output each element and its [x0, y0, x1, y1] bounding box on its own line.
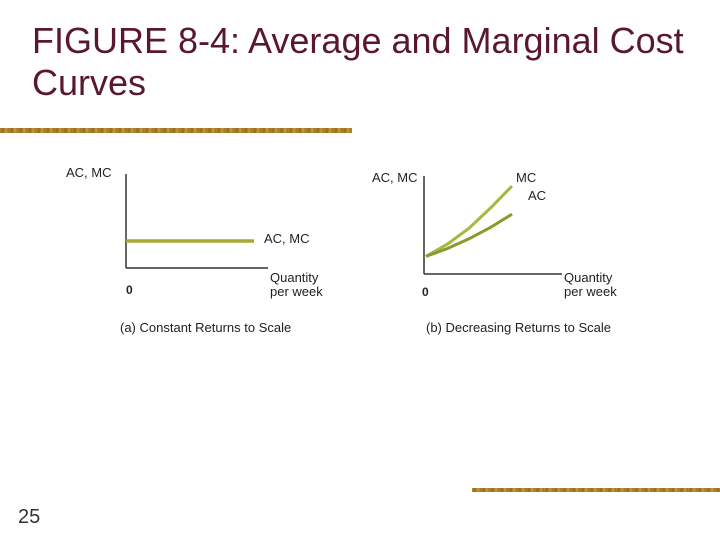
panel-b-y-axis-label: AC, MC [372, 170, 418, 185]
panel-a: AC, MC AC, MC 0 Quantity per week (a) Co… [66, 165, 323, 335]
panel-a-y-axis-label: AC, MC [66, 165, 112, 180]
slide-title: FIGURE 8-4: Average and Marginal Cost Cu… [32, 20, 684, 103]
panel-b-series-mc-label: MC [516, 170, 536, 185]
panel-a-caption: (a) Constant Returns to Scale [120, 320, 291, 335]
panel-a-series-label: AC, MC [264, 231, 310, 246]
title-underline-rule [0, 128, 352, 133]
panel-b-x-axis-label-line1: Quantity [564, 270, 613, 285]
panel-a-origin-label: 0 [126, 283, 133, 297]
panel-b-series-ac-label: AC [528, 188, 546, 203]
panel-b: AC, MC MC AC 0 Quantity per week (b) Dec… [372, 170, 617, 335]
panel-b-x-axis-label: Quantity per week [564, 270, 617, 299]
panel-b-series-mc-line [425, 184, 514, 258]
footer-rule [472, 488, 720, 492]
panel-a-x-axis-label: Quantity per week [270, 270, 323, 299]
panel-b-series-ac-line [425, 212, 513, 258]
panel-b-x-axis-label-line2: per week [564, 284, 617, 299]
panel-b-caption: (b) Decreasing Returns to Scale [426, 320, 611, 335]
panel-b-origin-label: 0 [422, 285, 429, 299]
panel-a-x-axis-label-line2: per week [270, 284, 323, 299]
slide-number: 25 [18, 506, 41, 528]
panel-a-x-axis-label-line1: Quantity [270, 270, 319, 285]
